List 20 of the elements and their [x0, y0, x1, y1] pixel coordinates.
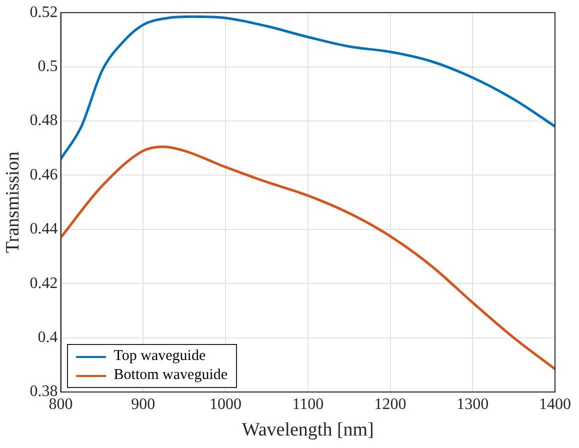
x-tick-label: 1400: [539, 396, 571, 413]
y-tick-label: 0.48: [30, 112, 58, 130]
legend-label: Bottom waveguide: [114, 367, 228, 384]
line-series: [60, 145, 555, 370]
y-tick-label: 0.5: [38, 58, 58, 76]
y-tick-label: 0.44: [30, 220, 58, 238]
y-tick-label: 0.4: [38, 329, 58, 346]
x-tick-label: 1300: [456, 396, 489, 413]
x-tick-label: 800: [48, 396, 73, 413]
y-tick-label: 0.46: [30, 166, 58, 184]
x-tick-label: 900: [131, 396, 156, 413]
y-axis-title: Transmission: [2, 150, 24, 254]
x-tick-label: 1100: [292, 396, 324, 413]
line-series: [60, 15, 555, 160]
x-tick-label: 1000: [210, 396, 242, 413]
y-tick-label: 0.52: [30, 4, 58, 21]
x-tick-label: 1200: [374, 396, 406, 413]
x-axis-title: Wavelength [nm]: [242, 420, 374, 441]
legend-label: Top waveguide: [114, 348, 206, 365]
y-tick-label: 0.42: [30, 274, 58, 292]
